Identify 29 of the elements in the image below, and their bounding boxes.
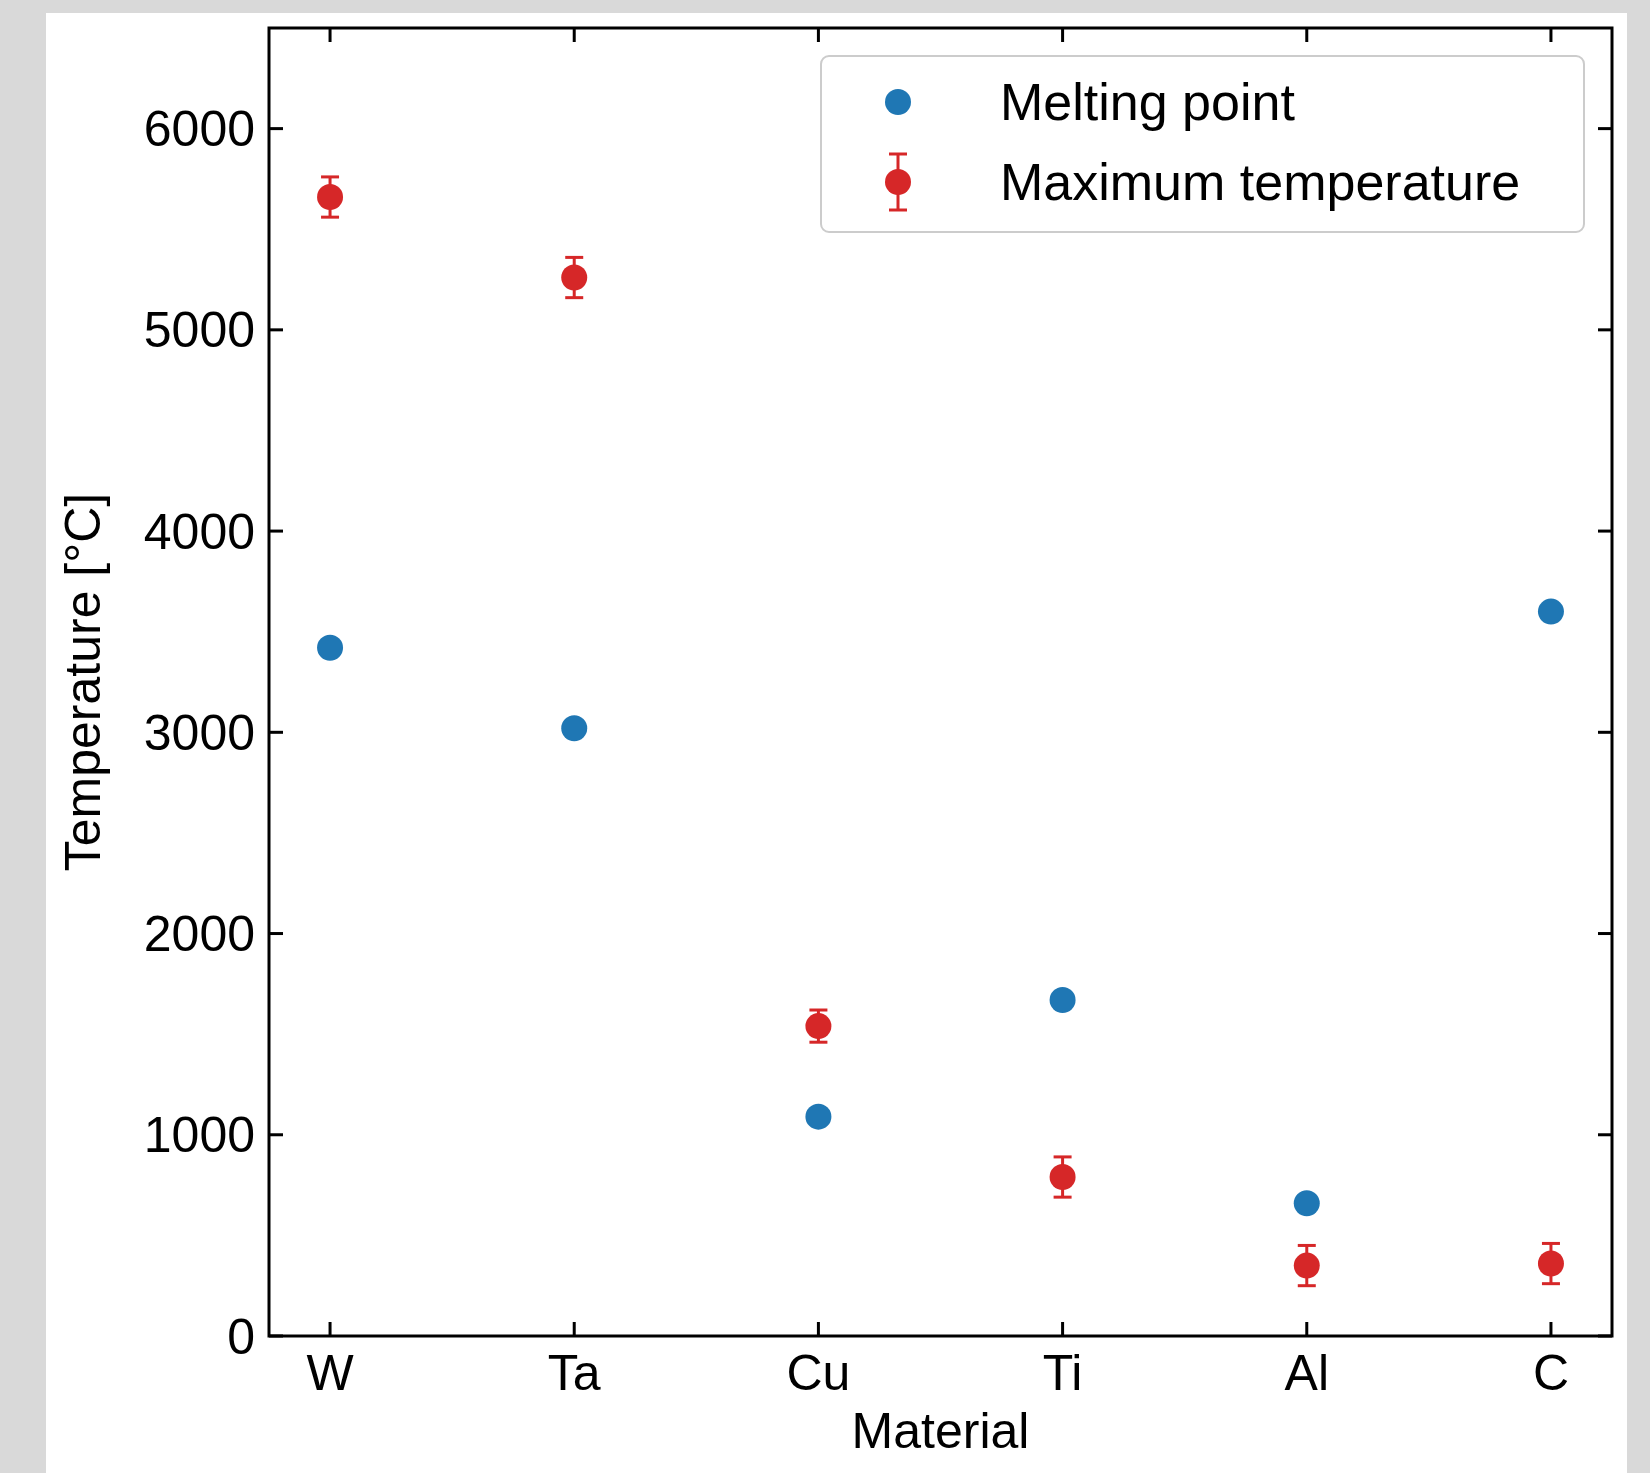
x-tick-label: C <box>1532 1345 1570 1401</box>
legend-label: Maximum temperature <box>1000 153 1521 212</box>
y-tick-label: 1000 <box>143 1107 255 1164</box>
x-tick-label: Cu <box>786 1345 851 1401</box>
legend-label: Melting point <box>1000 73 1296 132</box>
x-tick-label: Ti <box>1042 1345 1083 1401</box>
point <box>1537 1250 1564 1277</box>
point <box>1049 986 1076 1013</box>
point <box>1537 598 1564 625</box>
point <box>317 184 344 211</box>
y-tick-label: 5000 <box>143 302 255 359</box>
point <box>1293 1252 1320 1279</box>
point <box>1049 1164 1076 1190</box>
x-tick-label: W <box>306 1345 355 1401</box>
point <box>561 715 588 742</box>
y-tick-label: 3000 <box>143 704 255 761</box>
y-tick-label: 0 <box>227 1308 255 1365</box>
x-tick-label: Ta <box>547 1345 601 1401</box>
point <box>1293 1190 1320 1217</box>
y-tick-label: 4000 <box>143 503 255 560</box>
point <box>805 1013 832 1040</box>
x-tick-label: Al <box>1284 1345 1330 1401</box>
point <box>561 264 588 291</box>
x-axis-title: Material <box>851 1403 1030 1459</box>
y-tick-label: 6000 <box>143 101 255 158</box>
point <box>805 1103 832 1130</box>
y-tick-label: 2000 <box>143 906 255 963</box>
y-axis-title: Temperature [°C] <box>55 492 111 872</box>
point <box>317 634 344 661</box>
